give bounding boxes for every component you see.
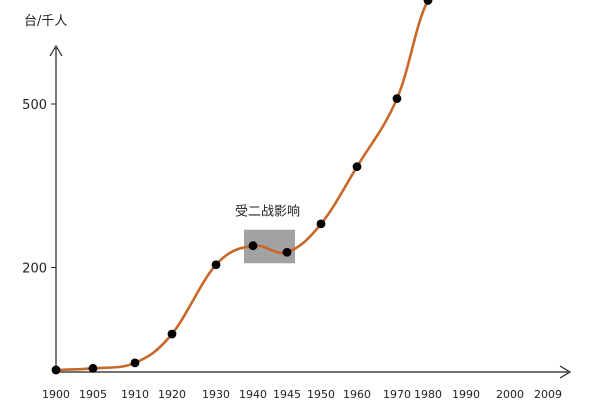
x-tick-label: 2009 <box>534 388 562 401</box>
data-markers <box>51 0 433 375</box>
x-tick-label: 1905 <box>79 388 107 401</box>
x-tick-label: 1900 <box>42 388 70 401</box>
y-ticks: 200500800 <box>22 98 56 277</box>
data-point-1950 <box>316 219 326 229</box>
x-tick-label: 1930 <box>202 388 230 401</box>
data-point-1910 <box>130 358 140 368</box>
x-ticks: 1900 1905 1910 1920 1930 1940 1945 1950 1960 1970… <box>42 388 562 401</box>
annotation-label: 受二战影响 <box>235 204 300 220</box>
data-point-1930 <box>211 260 221 270</box>
data-point-1900 <box>51 365 61 375</box>
series-line <box>54 0 430 372</box>
x-tick-label: 1960 <box>343 388 371 401</box>
x-tick-label: 1970 <box>383 388 411 401</box>
x-tick-label: 1980 <box>414 388 442 401</box>
x-tick-label: 1950 <box>307 388 335 401</box>
data-point-1920 <box>167 329 177 339</box>
y-tick-label: 200 <box>22 262 47 277</box>
data-point-1905 <box>88 363 98 373</box>
x-tick-label: 1910 <box>121 388 149 401</box>
x-tick-label: 1945 <box>273 388 301 401</box>
data-point-1940 <box>248 241 258 251</box>
x-tick-label: 2000 <box>496 388 524 401</box>
x-tick-label: 1920 <box>158 388 186 401</box>
data-point-1945 <box>282 247 292 257</box>
y-axis: 台/千人 200500800 <box>22 14 67 372</box>
data-point-1980 <box>423 0 433 5</box>
y-tick-label: 500 <box>22 98 47 113</box>
x-tick-label: 1990 <box>452 388 480 401</box>
x-axis: 1900 1905 1910 1920 1930 1940 1945 1950 1960 1970… <box>42 365 572 401</box>
data-point-1960 <box>352 162 362 172</box>
y-axis-arrow <box>49 44 63 57</box>
x-axis-arrow <box>559 365 572 379</box>
data-point-1970 <box>392 94 402 103</box>
y-axis-unit-label: 台/千人 <box>24 14 67 29</box>
x-tick-label: 1940 <box>239 388 267 401</box>
